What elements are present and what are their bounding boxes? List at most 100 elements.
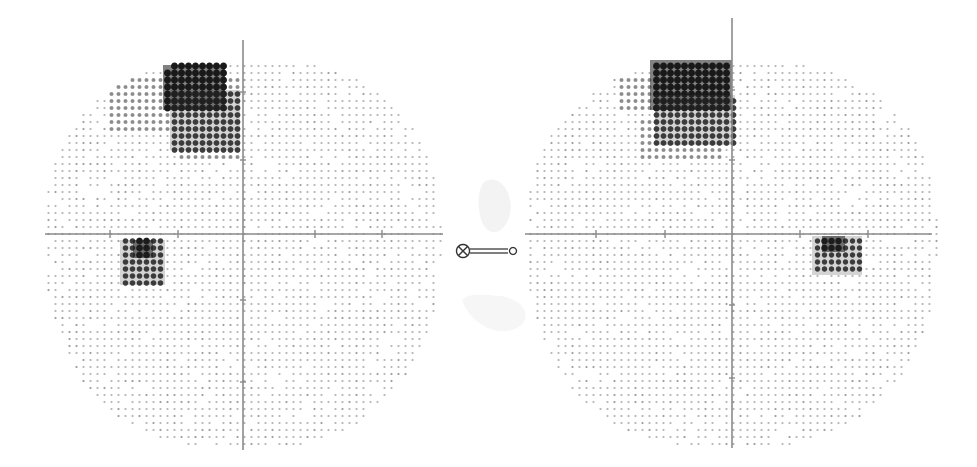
normal-dot bbox=[355, 295, 358, 299]
normal-dot bbox=[900, 288, 903, 292]
normal-dot bbox=[795, 386, 798, 390]
normal-dot bbox=[145, 316, 148, 320]
normal-dot bbox=[208, 414, 211, 418]
normal-dot bbox=[809, 246, 812, 250]
normal-dot bbox=[180, 267, 183, 271]
normal-dot bbox=[131, 288, 134, 292]
defect-dot bbox=[702, 112, 709, 118]
normal-dot bbox=[418, 309, 421, 313]
normal-dot bbox=[830, 197, 833, 201]
normal-dot bbox=[795, 218, 798, 222]
normal-dot bbox=[746, 400, 749, 404]
normal-dot bbox=[411, 169, 414, 173]
normal-dot bbox=[655, 260, 658, 264]
normal-dot bbox=[732, 190, 735, 194]
normal-dot bbox=[425, 323, 428, 327]
normal-dot bbox=[760, 337, 763, 341]
normal-dot bbox=[306, 169, 309, 173]
normal-dot bbox=[641, 428, 644, 432]
normal-dot bbox=[173, 211, 176, 215]
normal-dot bbox=[271, 99, 274, 103]
normal-dot bbox=[152, 393, 155, 397]
normal-dot bbox=[641, 169, 644, 173]
normal-dot bbox=[89, 239, 92, 243]
normal-dot bbox=[194, 393, 197, 397]
defect-dot bbox=[682, 155, 687, 159]
normal-dot bbox=[641, 71, 644, 75]
normal-dot bbox=[802, 281, 805, 285]
normal-dot bbox=[858, 127, 861, 131]
defect-dot bbox=[723, 140, 730, 146]
normal-dot bbox=[250, 302, 253, 306]
normal-dot bbox=[767, 442, 770, 446]
normal-dot bbox=[662, 274, 665, 278]
normal-dot bbox=[718, 204, 721, 208]
normal-dot bbox=[711, 337, 714, 341]
normal-dot bbox=[271, 225, 274, 229]
normal-dot bbox=[397, 260, 400, 264]
normal-dot bbox=[753, 400, 756, 404]
normal-dot bbox=[334, 414, 337, 418]
normal-dot bbox=[236, 239, 239, 243]
normal-dot bbox=[124, 344, 127, 348]
normal-dot bbox=[711, 190, 714, 194]
normal-dot bbox=[900, 190, 903, 194]
normal-dot bbox=[711, 253, 714, 257]
normal-dot bbox=[257, 386, 260, 390]
normal-dot bbox=[215, 295, 218, 299]
normal-dot bbox=[75, 155, 78, 159]
normal-dot bbox=[606, 218, 609, 222]
normal-dot bbox=[599, 295, 602, 299]
normal-dot bbox=[802, 148, 805, 152]
normal-dot bbox=[760, 197, 763, 201]
normal-dot bbox=[613, 393, 616, 397]
normal-dot bbox=[648, 337, 651, 341]
normal-dot bbox=[152, 197, 155, 201]
normal-dot bbox=[411, 260, 414, 264]
normal-dot bbox=[243, 323, 246, 327]
normal-dot bbox=[725, 183, 728, 187]
normal-dot bbox=[208, 407, 211, 411]
normal-dot bbox=[187, 365, 190, 369]
normal-dot bbox=[194, 365, 197, 369]
normal-dot bbox=[599, 225, 602, 229]
normal-dot bbox=[313, 64, 316, 68]
normal-dot bbox=[180, 162, 183, 166]
normal-dot bbox=[271, 330, 274, 334]
normal-dot bbox=[299, 225, 302, 229]
normal-dot bbox=[802, 162, 805, 166]
normal-dot bbox=[138, 407, 141, 411]
normal-dot bbox=[550, 281, 553, 285]
normal-dot bbox=[732, 407, 735, 411]
normal-dot bbox=[103, 351, 106, 355]
defect-dot bbox=[221, 155, 226, 159]
normal-dot bbox=[802, 99, 805, 103]
normal-dot bbox=[809, 260, 812, 264]
normal-dot bbox=[592, 162, 595, 166]
normal-dot bbox=[404, 281, 407, 285]
normal-dot bbox=[585, 393, 588, 397]
normal-dot bbox=[711, 330, 714, 334]
normal-dot bbox=[341, 337, 344, 341]
normal-dot bbox=[187, 407, 190, 411]
normal-dot bbox=[788, 316, 791, 320]
normal-dot bbox=[390, 379, 393, 383]
normal-dot bbox=[592, 239, 595, 243]
normal-dot bbox=[159, 148, 162, 152]
normal-dot bbox=[592, 176, 595, 180]
normal-dot bbox=[683, 344, 686, 348]
normal-dot bbox=[613, 281, 616, 285]
normal-dot bbox=[725, 316, 728, 320]
normal-dot bbox=[257, 274, 260, 278]
normal-dot bbox=[851, 120, 854, 124]
normal-dot bbox=[781, 239, 784, 243]
defect-dot bbox=[150, 266, 157, 272]
normal-dot bbox=[187, 253, 190, 257]
normal-dot bbox=[571, 386, 574, 390]
normal-dot bbox=[229, 400, 232, 404]
normal-dot bbox=[676, 267, 679, 271]
normal-dot bbox=[82, 358, 85, 362]
normal-dot bbox=[893, 337, 896, 341]
normal-dot bbox=[683, 407, 686, 411]
normal-dot bbox=[257, 365, 260, 369]
